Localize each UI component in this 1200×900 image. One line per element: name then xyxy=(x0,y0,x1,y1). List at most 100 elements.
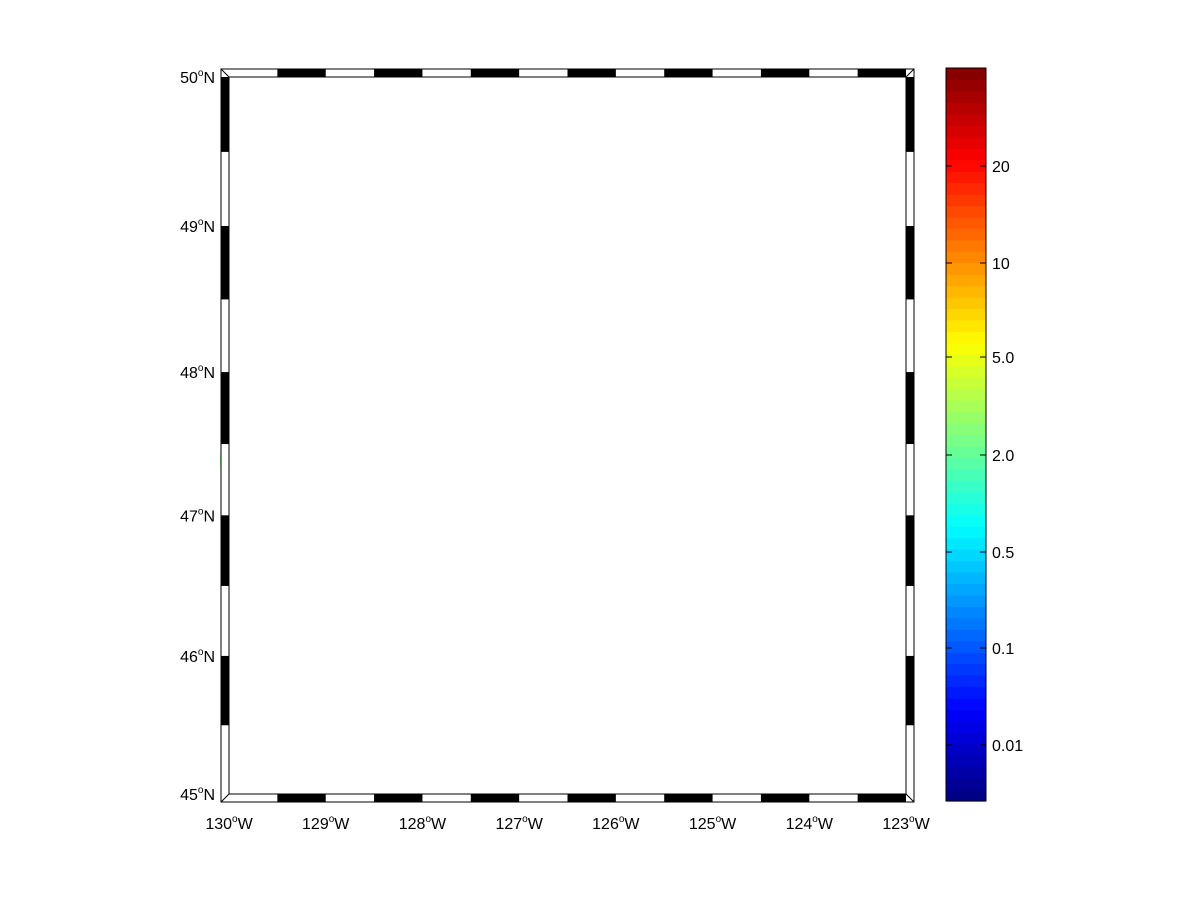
colorbar-swatch xyxy=(946,445,986,459)
frame-segment xyxy=(221,372,229,445)
colorbar-swatch xyxy=(946,193,986,207)
colorbar-swatch xyxy=(946,629,986,642)
colorbar-swatch xyxy=(946,720,986,733)
lat-tick-label: 45oN xyxy=(180,785,215,804)
colorbar-swatch xyxy=(946,285,986,298)
colorbar-swatch xyxy=(946,468,986,481)
colorbar-swatch xyxy=(946,136,986,149)
frame-segment xyxy=(906,655,914,726)
colorbar-swatch xyxy=(946,274,986,287)
colorbar-swatch xyxy=(946,262,986,275)
colorbar-swatch xyxy=(946,594,986,607)
colorbar-swatch xyxy=(946,297,986,310)
lat-tick-label: 47oN xyxy=(180,506,215,525)
map-axes: 130oW 129oW 128oW 127oW 126oW 125oW 124oW 123oW… xyxy=(180,68,931,833)
colorbar-swatch xyxy=(946,560,986,573)
frame-segment xyxy=(221,77,229,152)
colorbar-swatch xyxy=(946,331,986,344)
lon-tick-label: 127oW xyxy=(495,814,543,833)
lon-tick-label: 125oW xyxy=(689,814,737,833)
frame-segment xyxy=(567,794,616,802)
frame-segment xyxy=(664,69,713,77)
colorbar-swatch xyxy=(946,411,986,424)
frame-segment xyxy=(277,794,326,802)
frame-segment xyxy=(221,655,229,726)
colorbar-swatch xyxy=(946,308,986,321)
colorbar-swatch xyxy=(946,205,986,218)
colorbar-swatch xyxy=(946,182,986,195)
colorbar-swatch xyxy=(946,537,986,550)
frame-segment xyxy=(221,515,229,586)
frame-segment xyxy=(277,69,326,77)
frame-corner xyxy=(905,793,915,803)
colorbar-swatch xyxy=(946,686,986,699)
colorbar-swatch xyxy=(946,606,986,619)
colorbar-swatch xyxy=(946,514,986,527)
colorbar-swatch xyxy=(946,228,986,241)
colorbar-swatch xyxy=(946,400,986,413)
frame-segment xyxy=(221,226,229,300)
map-frame xyxy=(220,68,915,803)
colorbar-swatch xyxy=(946,766,986,779)
frame-segment xyxy=(857,794,906,802)
colorbar-swatch xyxy=(946,503,986,516)
colorbar-swatch xyxy=(946,491,986,504)
frame-segment xyxy=(760,794,810,802)
frame-segment xyxy=(760,69,810,77)
colorbar-swatch xyxy=(946,319,986,333)
lon-tick-label: 129oW xyxy=(302,814,350,833)
colorbar-swatch xyxy=(946,354,986,367)
frame-segment xyxy=(906,77,914,152)
colorbar-swatch xyxy=(946,640,986,653)
lon-tick-label: 126oW xyxy=(592,814,640,833)
colorbar-swatch xyxy=(946,571,986,584)
frame-corner xyxy=(220,793,230,803)
colorbar-swatch xyxy=(946,125,986,138)
lon-tick-label: 124oW xyxy=(786,814,834,833)
colorbar-swatch xyxy=(946,377,986,390)
colorbar-swatch xyxy=(946,171,986,184)
frame-corner xyxy=(905,68,915,78)
colorbar-swatch xyxy=(946,148,986,161)
colorbar-swatch xyxy=(946,113,986,126)
colorbar-swatch xyxy=(946,68,986,81)
lon-tick-label: 123oW xyxy=(882,814,930,833)
colorbar-swatch xyxy=(946,251,986,264)
colorbar-swatch xyxy=(946,480,986,493)
frame-segment xyxy=(374,794,423,802)
colorbar-swatch xyxy=(946,526,986,539)
frame-segment xyxy=(567,69,616,77)
colorbar-swatch xyxy=(946,159,986,172)
colorbar-swatch xyxy=(946,216,986,229)
colorbar-tick-label: 0.5 xyxy=(992,545,1014,562)
frame-segment xyxy=(906,226,914,300)
colorbar-tick-label: 0.01 xyxy=(992,738,1023,755)
frame-segment xyxy=(470,794,520,802)
colorbar-swatch xyxy=(946,709,986,722)
colorbar-swatch xyxy=(946,342,986,355)
colorbar-swatch xyxy=(946,423,986,436)
colorbar-swatch xyxy=(946,102,986,115)
frame-segment xyxy=(857,69,906,77)
lat-tick-label: 50oN xyxy=(180,68,215,87)
lon-tick-label: 130oW xyxy=(205,814,253,833)
colorbar-tick-label: 10 xyxy=(992,256,1010,273)
frame-segment xyxy=(374,69,423,77)
frame-corner xyxy=(220,68,230,78)
colorbar-tick-label: 5.0 xyxy=(992,350,1014,367)
colorbar-swatch xyxy=(946,675,986,688)
colorbar-swatch xyxy=(946,434,986,447)
colorbar-swatch xyxy=(946,388,986,401)
colorbar-swatch xyxy=(946,732,986,745)
frame-segment xyxy=(906,515,914,586)
colorbar-swatch xyxy=(946,789,986,802)
frame-segment xyxy=(470,69,520,77)
colorbar-swatch xyxy=(946,365,986,378)
colorbar-tick-label: 20 xyxy=(992,159,1010,176)
colorbar-swatch xyxy=(946,239,986,252)
lat-tick-label: 46oN xyxy=(180,647,215,666)
colorbar-swatch xyxy=(946,697,986,710)
colorbar-swatch xyxy=(946,663,986,676)
colorbar-border xyxy=(945,67,987,802)
